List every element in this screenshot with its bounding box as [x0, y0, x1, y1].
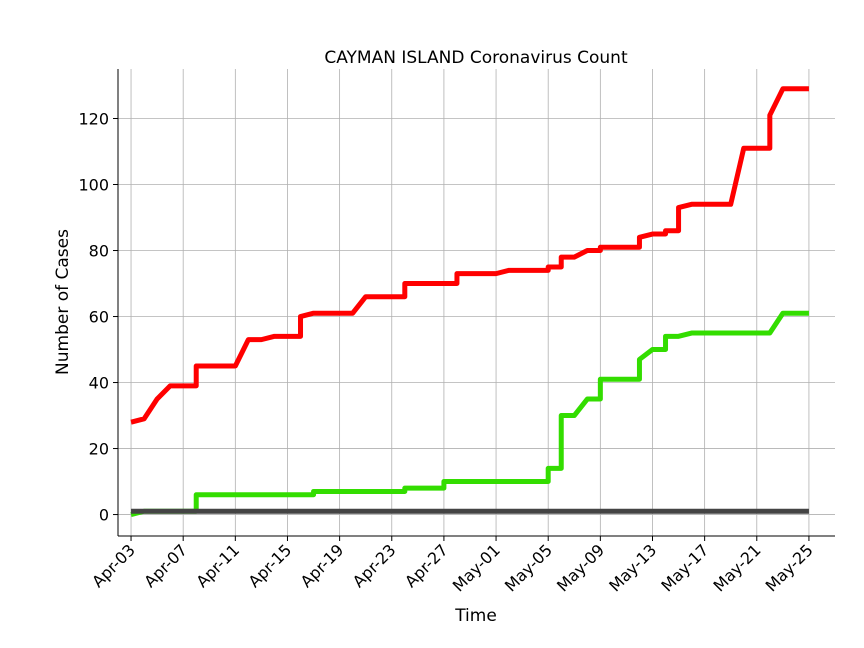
y-axis-label: Number of Cases	[53, 229, 73, 375]
y-tick-label: 120	[78, 110, 109, 129]
series-line-2	[130, 310, 809, 517]
y-tick-label: 80	[89, 242, 109, 261]
x-tick-label: May-05	[501, 540, 556, 595]
x-axis-label: Time	[454, 606, 497, 626]
x-tick-label: Apr-19	[297, 540, 348, 591]
y-tick-label: 60	[89, 308, 109, 327]
x-tick-label: May-21	[710, 540, 765, 595]
x-tick-label: Apr-27	[401, 540, 452, 591]
x-tick-label: May-13	[605, 540, 660, 595]
x-tick-label: Apr-15	[245, 540, 296, 591]
y-tick-label: 100	[78, 176, 109, 195]
x-tick-label: May-09	[553, 540, 608, 595]
grid	[118, 69, 835, 536]
axes	[117, 69, 835, 537]
y-tick-label: 40	[89, 374, 109, 393]
x-tick-label: Apr-07	[140, 540, 191, 591]
x-tick-label: May-25	[762, 540, 817, 595]
x-tick-label: Apr-03	[88, 540, 139, 591]
x-tick-label: May-17	[657, 540, 712, 595]
y-tick-label: 0	[99, 506, 109, 525]
series-line-1	[130, 86, 809, 425]
x-tick-label: Apr-11	[192, 540, 243, 591]
series-layer	[130, 86, 809, 517]
y-tick-label: 20	[89, 440, 109, 459]
x-tick-label: May-01	[449, 540, 504, 595]
chart-title: CAYMAN ISLAND Coronavirus Count	[324, 48, 628, 68]
x-tick-label: Apr-23	[349, 540, 400, 591]
